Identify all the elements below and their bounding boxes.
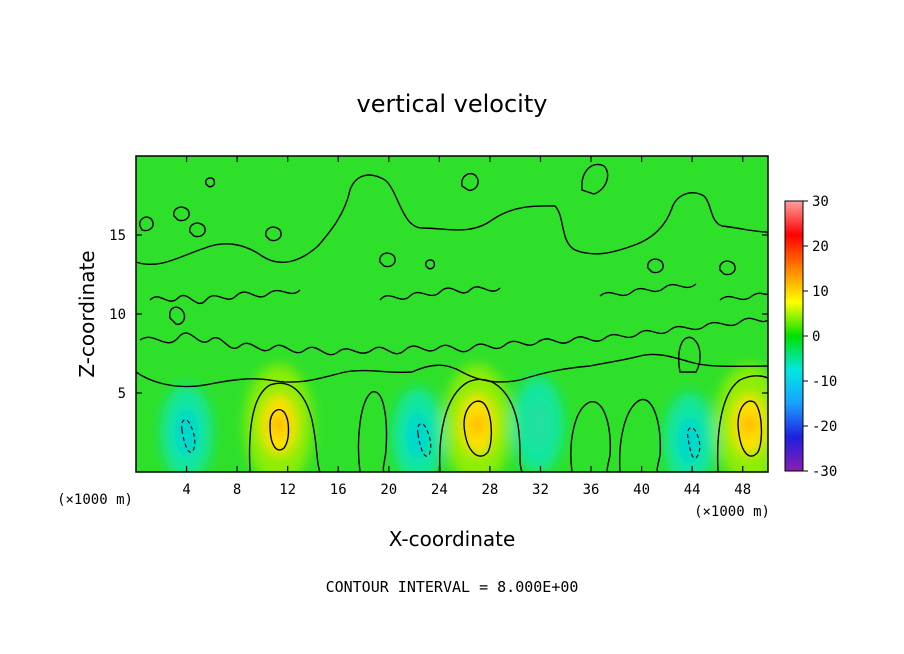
contour-dashed-downdraft-2 — [417, 423, 432, 457]
contour-mid-1 — [357, 391, 388, 472]
contour-blob-d — [173, 206, 190, 222]
x-tick-label: 16 — [330, 482, 347, 498]
updraft-peak — [272, 414, 285, 435]
contour-blob-j — [139, 216, 154, 232]
contour-dashed-downdraft-3 — [687, 427, 701, 459]
contour-updraft-3 — [737, 400, 763, 457]
x-tick-label: 4 — [182, 482, 190, 498]
contour-blob-b — [581, 163, 609, 195]
contour-blob-c — [461, 172, 479, 191]
downdraft-core — [174, 408, 199, 457]
y-axis-ticks: 5 10 15 — [109, 228, 768, 402]
contour-blob-g — [379, 252, 396, 268]
contour-updraft-2 — [463, 400, 493, 457]
contour-interval-note: CONTOUR INTERVAL = 8.000E+00 — [326, 578, 579, 596]
contour-updraft-1-outer — [248, 382, 321, 472]
colorbar: 30 20 10 0 -10 -20 -30 — [784, 194, 837, 480]
contour-blob-i — [719, 260, 736, 276]
downdraft-core — [677, 416, 702, 465]
contour-blob-a — [168, 306, 186, 325]
contour-cloud-band — [139, 317, 768, 356]
contour-lower-boundary — [136, 353, 768, 388]
contour-mid-3 — [618, 399, 662, 472]
contour-dashed-downdraft-1 — [181, 419, 196, 453]
x-tick-label: 20 — [380, 482, 397, 498]
x-tick-label: 24 — [431, 482, 448, 498]
y-axis-label: Z-coordinate — [75, 250, 99, 377]
chart-title: vertical velocity — [357, 90, 548, 118]
x-tick-label: 44 — [684, 482, 701, 498]
contour-cloud-band-2 — [149, 283, 768, 305]
colorbar-tick-label: 0 — [812, 329, 820, 345]
y-tick-label: 15 — [109, 228, 126, 244]
x-unit-left: (×1000 m) — [57, 492, 133, 508]
x-tick-label: 40 — [633, 482, 650, 498]
contour-updraft-1 — [269, 408, 290, 451]
plot-area — [136, 156, 768, 472]
contour-upper-boundary — [136, 174, 768, 266]
contour-updraft-3-outer — [716, 375, 768, 472]
contour-blob-f — [265, 226, 282, 242]
updraft-peak — [471, 414, 484, 435]
x-tick-label: 36 — [583, 482, 600, 498]
y-tick-label: 10 — [109, 307, 126, 323]
x-tick-label: 8 — [233, 482, 241, 498]
contour-mid-4 — [678, 336, 701, 373]
colorbar-tick-label: -10 — [812, 374, 837, 390]
x-tick-label: 12 — [279, 482, 296, 498]
contour-blob-h — [647, 258, 664, 274]
colorbar-tick-label: 30 — [812, 194, 829, 210]
x-tick-label: 48 — [734, 482, 751, 498]
x-axis-label: X-coordinate — [389, 527, 516, 551]
updraft-peak — [743, 414, 756, 435]
contour-blob-e — [189, 222, 206, 238]
x-unit-right: (×1000 m) — [694, 504, 770, 520]
colorbar-gradient — [784, 200, 804, 472]
colorbar-tick-label: 20 — [812, 239, 829, 255]
x-axis-ticks: 4 8 12 16 20 24 28 32 36 40 44 48 — [182, 156, 751, 498]
colorbar-tick-label: 10 — [812, 284, 829, 300]
x-tick-label: 28 — [481, 482, 498, 498]
contour-blob-l — [424, 259, 436, 270]
downdraft-core — [525, 400, 550, 449]
colorbar-ticks: 30 20 10 0 -10 -20 -30 — [803, 194, 837, 480]
y-tick-label: 5 — [118, 386, 126, 402]
contour-blob-k — [204, 177, 216, 188]
contour-mid-2 — [570, 401, 612, 472]
colorbar-tick-label: -30 — [812, 464, 837, 480]
x-tick-label: 32 — [532, 482, 549, 498]
contour-updraft-2-outer — [438, 378, 523, 472]
contour-lines — [136, 163, 768, 472]
colorbar-tick-label: -20 — [812, 419, 837, 435]
